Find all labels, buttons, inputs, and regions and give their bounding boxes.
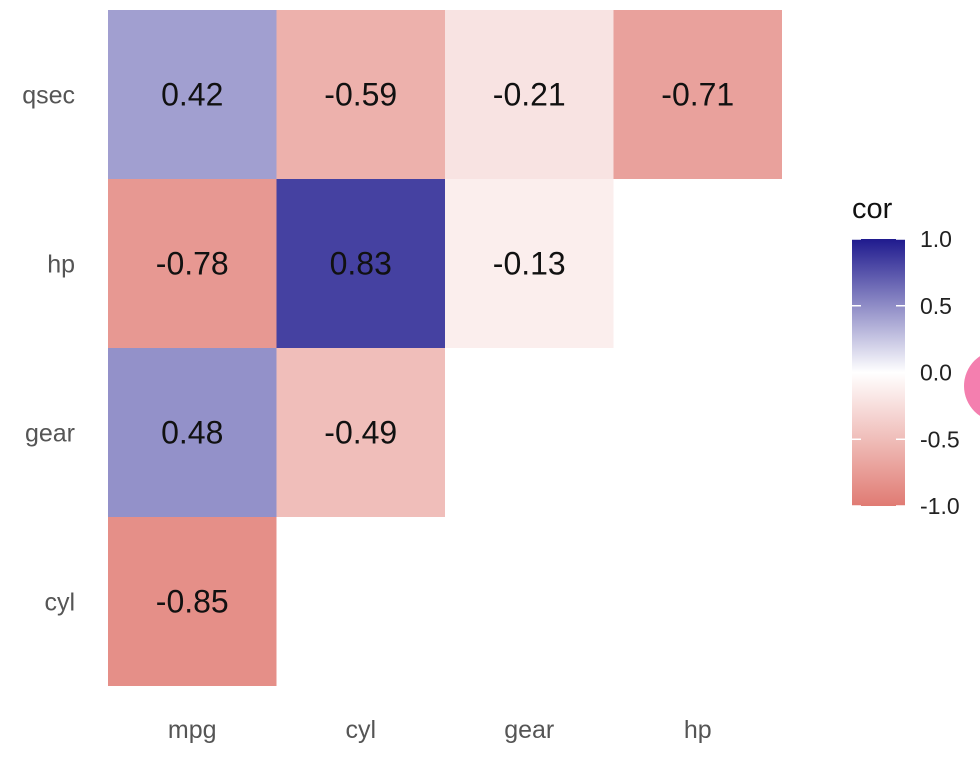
legend-tick-label-0: 1.0: [920, 226, 952, 252]
heatmap-cells: 0.42 -0.59 -0.21 -0.71 -0.78 0.83 -0.13 0.48 -0.…: [108, 10, 782, 686]
cell-value-label-gear-mpg: 0.48: [161, 415, 223, 451]
heatmap-cell-qsec-mpg: [108, 10, 277, 179]
legend-tick-label-4: -1.0: [920, 493, 960, 519]
cell-value-label-cyl-mpg: -0.85: [156, 584, 229, 620]
legend-tick-label-1: 0.5: [920, 293, 952, 319]
cell-value-label-qsec-cyl: -0.59: [324, 77, 397, 113]
cell-value-label-hp-cyl: 0.83: [330, 246, 392, 282]
cell-value-label-hp-mpg: -0.78: [156, 246, 229, 282]
heatmap-cell-hp-cyl: [276, 179, 445, 348]
heatmap-cell-gear-mpg: [108, 348, 277, 517]
cell-value-label-qsec-gear: -0.21: [493, 77, 566, 113]
legend-ticks: 1.0 0.5 0.0 -0.5 -1.0: [852, 226, 960, 519]
heatmap-cell-cyl-mpg: [108, 517, 277, 686]
heatmap-cell-gear-cyl: [276, 348, 445, 517]
legend-tick-label-2: 0.0: [920, 360, 952, 386]
cell-value-label-hp-gear: -0.13: [493, 246, 566, 282]
cell-value-label-gear-cyl: -0.49: [324, 415, 397, 451]
y-tick-label-hp: hp: [47, 251, 75, 279]
color-legend: cor 1.0 0.5 0.0 -0.5 -1.0: [852, 193, 960, 519]
legend-title: cor: [852, 193, 893, 225]
x-tick-label-mpg: mpg: [168, 716, 217, 744]
x-tick-label-cyl: cyl: [345, 716, 376, 744]
y-axis-tick-labels: qsec hp gear cyl: [22, 82, 75, 617]
x-axis-tick-labels: mpg cyl gear hp: [168, 716, 712, 744]
heatmap-cell-qsec-cyl: [276, 10, 445, 179]
x-tick-label-gear: gear: [504, 716, 554, 744]
heatmap-cell-hp-gear: [445, 179, 614, 348]
x-tick-label-hp: hp: [684, 716, 712, 744]
y-tick-label-gear: gear: [25, 420, 75, 448]
heatmap-cell-hp-mpg: [108, 179, 277, 348]
y-tick-label-qsec: qsec: [22, 82, 75, 110]
heatmap-cell-qsec-gear: [445, 10, 614, 179]
y-tick-label-cyl: cyl: [44, 589, 75, 617]
cell-value-label-qsec-hp: -0.71: [661, 77, 734, 113]
decorative-circle: [964, 356, 980, 416]
legend-tick-label-3: -0.5: [920, 426, 960, 452]
cell-value-label-qsec-mpg: 0.42: [161, 77, 223, 113]
heatmap-cell-qsec-hp: [613, 10, 782, 179]
